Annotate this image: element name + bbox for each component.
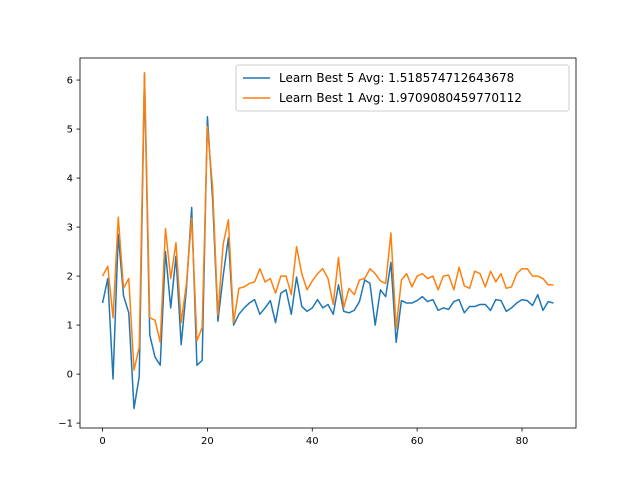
x-tick-label: 20 [201,436,214,447]
plot-area [101,71,554,410]
x-axis-ticks: 0 20 40 60 80 [99,428,528,447]
y-tick-label: 5 [67,125,73,136]
legend-label-2: Learn Best 1 Avg: 1.9709080459770112 [279,91,522,105]
series-line-1 [101,73,554,410]
x-tick-label: 80 [516,436,529,447]
y-axis-ticks: −1 0 1 2 3 4 5 6 [58,76,80,430]
y-tick-label: 0 [67,370,73,381]
y-tick-label: 6 [67,76,73,87]
axes-frame [79,57,577,429]
legend-frame [235,64,570,112]
x-tick-label: 60 [411,436,424,447]
series-line-2 [101,71,554,371]
y-tick-label: −1 [58,419,73,430]
legend: Learn Best 5 Avg: 1.518574712643678 Learn… [235,64,570,112]
x-tick-label: 0 [99,436,105,447]
y-tick-label: 3 [67,223,73,234]
legend-label-1: Learn Best 5 Avg: 1.518574712643678 [279,71,514,85]
x-tick-label: 40 [306,436,319,447]
y-tick-label: 2 [67,272,73,283]
y-tick-label: 1 [67,321,73,332]
y-tick-label: 4 [67,174,73,185]
